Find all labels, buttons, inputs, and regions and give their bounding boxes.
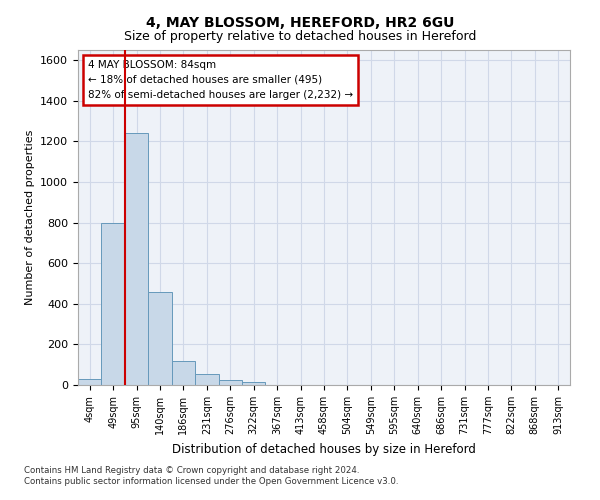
- Bar: [218, 380, 242, 385]
- Bar: [101, 222, 125, 385]
- Bar: [242, 382, 265, 385]
- Bar: [195, 374, 218, 385]
- X-axis label: Distribution of detached houses by size in Hereford: Distribution of detached houses by size …: [172, 442, 476, 456]
- Text: Contains public sector information licensed under the Open Government Licence v3: Contains public sector information licen…: [24, 478, 398, 486]
- Bar: [78, 379, 101, 385]
- Y-axis label: Number of detached properties: Number of detached properties: [25, 130, 35, 305]
- Text: Size of property relative to detached houses in Hereford: Size of property relative to detached ho…: [124, 30, 476, 43]
- Text: 4, MAY BLOSSOM, HEREFORD, HR2 6GU: 4, MAY BLOSSOM, HEREFORD, HR2 6GU: [146, 16, 454, 30]
- Bar: [148, 292, 172, 385]
- Text: Contains HM Land Registry data © Crown copyright and database right 2024.: Contains HM Land Registry data © Crown c…: [24, 466, 359, 475]
- Bar: [125, 133, 148, 385]
- Bar: [172, 360, 195, 385]
- Text: 4 MAY BLOSSOM: 84sqm
← 18% of detached houses are smaller (495)
82% of semi-deta: 4 MAY BLOSSOM: 84sqm ← 18% of detached h…: [88, 60, 353, 100]
